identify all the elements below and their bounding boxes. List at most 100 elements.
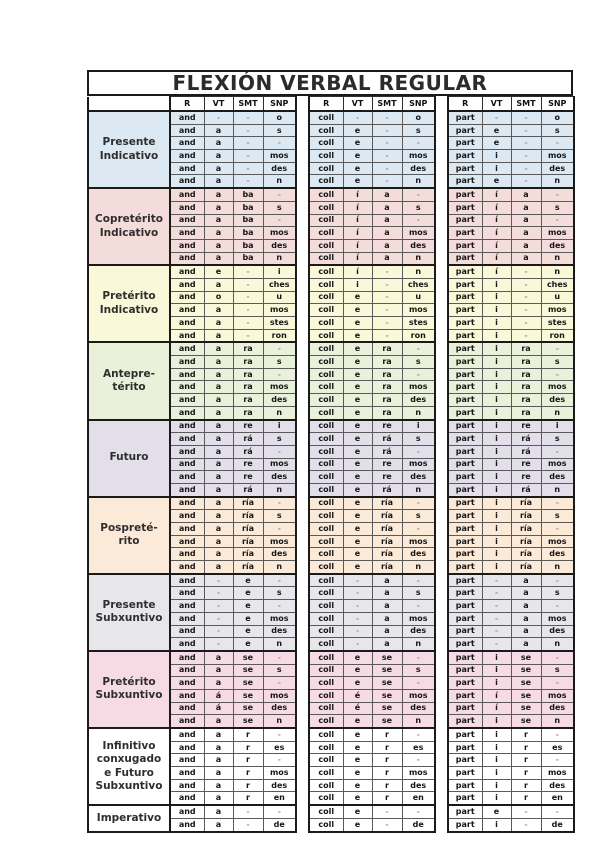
- conjugation-row: Pretérito Indicativo and e - i coll í - n part í - n: [87, 264, 575, 344]
- conjugation-cell: -: [401, 522, 436, 536]
- group-gap: [435, 664, 448, 677]
- group-gap: [296, 791, 309, 806]
- conjugation-cell: i: [481, 149, 512, 163]
- conjugation-cell: mos: [540, 303, 575, 317]
- conjugation-cell: a: [203, 355, 234, 369]
- verb-root-cell: and: [169, 637, 205, 652]
- verb-root-cell: part: [447, 149, 483, 163]
- group-gap: [435, 291, 448, 304]
- conjugation-cell: en: [401, 791, 436, 806]
- verb-root-cell: coll: [308, 599, 344, 613]
- conjugation-cell: e: [232, 599, 264, 613]
- verb-root-cell: and: [169, 740, 205, 755]
- conjugation-cell: es: [540, 740, 575, 755]
- verb-root-cell: part: [447, 766, 483, 780]
- column-header: SMT: [371, 96, 403, 112]
- conjugation-cell: en: [540, 791, 575, 806]
- conjugation-cell: ra: [510, 355, 542, 369]
- conjugation-cell: ría: [510, 547, 542, 562]
- conjugation-cell: -: [371, 290, 403, 305]
- conjugation-cell: í: [342, 187, 373, 202]
- verb-root-cell: and: [169, 251, 205, 266]
- conjugation-cell: í: [342, 213, 373, 228]
- conjugation-cell: des: [401, 547, 436, 562]
- conjugation-cell: ra: [232, 405, 264, 421]
- verb-root-cell: coll: [308, 136, 344, 151]
- group-gap: [296, 393, 309, 407]
- group-gap: [296, 174, 309, 189]
- conjugation-cell: i: [481, 432, 512, 446]
- conjugation-cell: e: [481, 804, 512, 819]
- conjugation-cell: e: [342, 418, 373, 434]
- conjugation-cell: -: [262, 341, 297, 357]
- conjugation-cell: s: [401, 586, 436, 601]
- group-gap: [435, 741, 448, 754]
- conjugation-cell: ra: [510, 341, 542, 357]
- verb-root-cell: coll: [308, 701, 344, 716]
- conjugation-cell: e: [342, 432, 373, 446]
- conjugation-row: and a se n coll e se n part i se n: [88, 714, 575, 729]
- conjugation-cell: e: [342, 405, 373, 421]
- conjugation-cell: -: [342, 109, 373, 125]
- conjugation-cell: r: [371, 778, 403, 793]
- conjugation-cell: e: [342, 123, 373, 138]
- verb-root-cell: part: [447, 547, 483, 562]
- verb-root-cell: and: [169, 547, 205, 562]
- tense-label: Presente Subxuntivo: [87, 572, 171, 652]
- group-gap: [296, 278, 309, 292]
- conjugation-cell: -: [401, 804, 436, 819]
- verb-root-cell: part: [447, 701, 483, 716]
- conjugation-cell: rá: [510, 444, 542, 459]
- conjugation-cell: ría: [371, 522, 403, 536]
- conjugation-cell: mos: [540, 688, 575, 703]
- conjugation-cell: mos: [262, 226, 297, 240]
- conjugation-cell: r: [371, 740, 403, 755]
- conjugation-row: Pretérito Subxuntivo and a se - coll e se - part i…: [87, 649, 575, 730]
- conjugation-cell: -: [262, 753, 297, 768]
- conjugation-cell: -: [232, 817, 264, 833]
- conjugation-cell: mos: [401, 380, 436, 395]
- conjugation-cell: -: [262, 187, 297, 202]
- group-gap: [435, 573, 448, 587]
- conjugation-cell: ría: [510, 495, 542, 511]
- conjugation-cell: r: [510, 766, 542, 780]
- conjugation-row: and a ría n coll e ría n part i ría n: [88, 560, 575, 575]
- conjugation-cell: -: [371, 174, 403, 189]
- conjugation-cell: se: [232, 714, 264, 729]
- column-header: VT: [481, 96, 512, 112]
- conjugation-cell: ron: [401, 328, 436, 343]
- conjugation-cell: n: [262, 482, 297, 498]
- conjugation-cell: se: [232, 663, 264, 678]
- conjugation-cell: n: [262, 714, 297, 729]
- group-gap: [296, 612, 309, 625]
- conjugation-cell: -: [203, 611, 234, 626]
- conjugation-cell: r: [232, 791, 264, 806]
- conjugation-cell: -: [342, 611, 373, 626]
- conjugation-row: and a r des coll e r des part i r des: [88, 778, 575, 793]
- conjugation-cell: r: [232, 726, 264, 742]
- group-gap: [296, 547, 309, 561]
- verb-root-cell: coll: [308, 123, 344, 138]
- conjugation-cell: a: [203, 187, 234, 202]
- conjugation-cell: ría: [510, 560, 542, 575]
- conjugation-cell: -: [540, 753, 575, 768]
- group-gap: [296, 136, 309, 150]
- conjugation-cell: a: [371, 251, 403, 266]
- conjugation-cell: -: [232, 161, 264, 176]
- conjugation-cell: -: [540, 187, 575, 202]
- group-gap: [296, 316, 309, 330]
- group-gap: [435, 278, 448, 292]
- conjugation-cell: a: [203, 161, 234, 176]
- conjugation-cell: -: [481, 599, 512, 613]
- verb-root-cell: and: [169, 328, 205, 343]
- verb-root-cell: coll: [308, 226, 344, 240]
- conjugation-cell: se: [371, 663, 403, 678]
- conjugation-cell: r: [510, 791, 542, 806]
- conjugation-cell: a: [203, 457, 234, 472]
- verb-root-cell: coll: [308, 161, 344, 176]
- conjugation-cell: -: [510, 109, 542, 125]
- conjugation-cell: i: [262, 264, 297, 279]
- conjugation-cell: e: [342, 149, 373, 163]
- verb-root-cell: part: [447, 637, 483, 652]
- conjugation-cell: a: [203, 778, 234, 793]
